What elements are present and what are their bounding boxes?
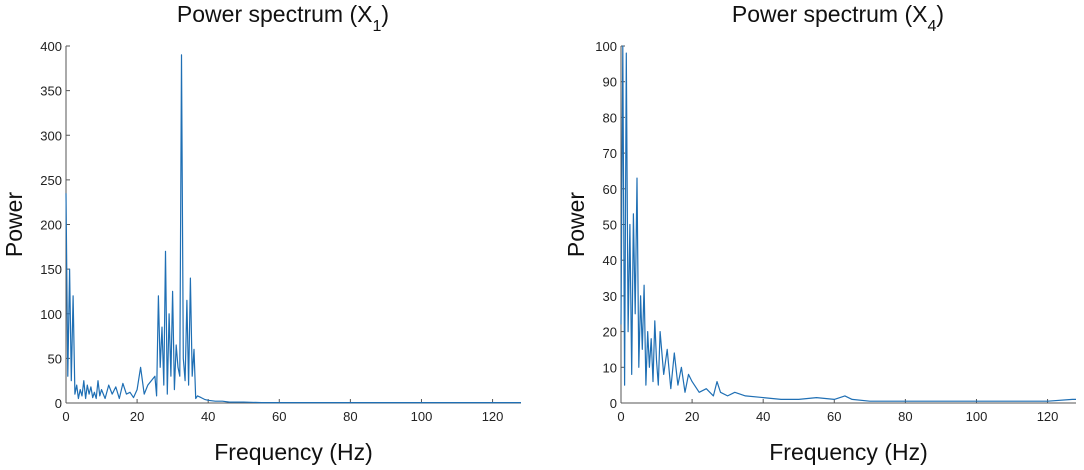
- chart-1-y-tick-label: 150: [40, 262, 62, 277]
- chart-1-y-tick-label: 100: [40, 307, 62, 322]
- chart-2-title: Power spectrum (X4): [732, 1, 944, 35]
- chart-2-x-axis-label: Frequency (Hz): [769, 439, 927, 465]
- chart-1-y-axis-label: Power: [1, 192, 27, 258]
- chart-1-y-tick-label: 300: [40, 128, 62, 143]
- chart-2-y-tick-label: 10: [603, 360, 617, 375]
- chart-2-y-tick-label: 80: [603, 110, 617, 125]
- chart-1-y-tick-label: 350: [40, 84, 62, 99]
- chart-1-x-tick-label: 60: [272, 409, 286, 424]
- chart-1-x-tick-label: 100: [411, 409, 433, 424]
- chart-1-x-tick-label: 120: [482, 409, 504, 424]
- chart-2-x-tick-label: 20: [685, 409, 699, 424]
- chart-2-y-tick-label: 60: [603, 182, 617, 197]
- chart-2-y-tick-label: 90: [603, 75, 617, 90]
- chart-1-x-axis-label: Frequency (Hz): [214, 439, 372, 465]
- chart-2-x-tick-label: 120: [1037, 409, 1059, 424]
- chart-2-x-tick-label: 100: [966, 409, 988, 424]
- chart-2-y-tick-label: 30: [603, 289, 617, 304]
- chart-1-x-tick-label: 80: [343, 409, 357, 424]
- chart-1-y-tick-label: 0: [55, 396, 62, 411]
- chart-1-x-tick-label: 20: [130, 409, 144, 424]
- chart-1-y-tick-label: 250: [40, 173, 62, 188]
- chart-1-y-tick-label: 50: [48, 351, 62, 366]
- chart-2-y-tick-label: 70: [603, 146, 617, 161]
- chart-1-title: Power spectrum (X1): [177, 1, 389, 35]
- chart-2-x-tick-label: 40: [756, 409, 770, 424]
- chart-2-y-tick-label: 40: [603, 253, 617, 268]
- chart-1-x-tick-label: 0: [62, 409, 69, 424]
- chart-1-series-line: [65, 54, 521, 404]
- chart-2-y-tick-label: 50: [603, 218, 617, 233]
- chart-2-x-tick-label: 60: [827, 409, 841, 424]
- chart-2-y-tick-label: 0: [610, 396, 617, 411]
- chart-2-y-axis-label: Power: [563, 192, 589, 258]
- chart-1-y-tick-label: 200: [40, 218, 62, 233]
- chart-1-x-tick-label: 40: [201, 409, 215, 424]
- chart-1-y-tick-label: 400: [40, 39, 62, 54]
- chart-2-y-tick-label: 100: [595, 39, 617, 54]
- chart-2-series-line: [620, 45, 1076, 402]
- chart-2-x-tick-label: 0: [617, 409, 624, 424]
- chart-2-y-tick-label: 20: [603, 325, 617, 340]
- chart-2-x-tick-label: 80: [898, 409, 912, 424]
